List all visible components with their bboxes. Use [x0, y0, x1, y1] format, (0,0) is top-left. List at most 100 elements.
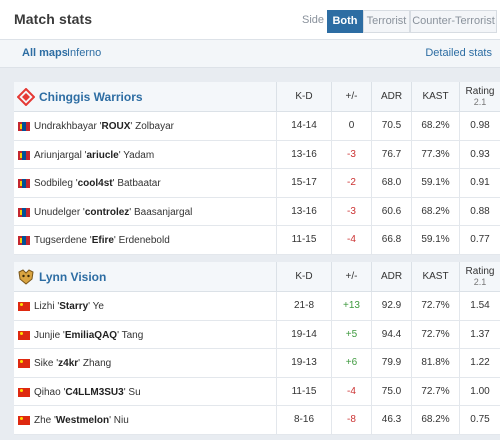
team-name[interactable]: Chinggis Warriors	[39, 90, 143, 104]
stat-rating: 0.88	[459, 197, 500, 226]
player-name[interactable]: Zhe 'Westmelon' Niu	[34, 415, 129, 427]
team-header: Chinggis Warriors K-D +/- ADR KAST Rating 2.1	[14, 82, 500, 112]
player-row[interactable]: Tugserdene 'Efire' Erdenebold 11-15 -4 66.8…	[14, 226, 500, 255]
team-name[interactable]: Lynn Vision	[39, 270, 107, 284]
china-flag-icon	[18, 302, 30, 311]
stat-kd: 11-15	[276, 226, 331, 254]
stat-kast: 72.7%	[411, 320, 459, 349]
column-header-pm: +/-	[331, 262, 371, 292]
stat-kast: 72.7%	[411, 292, 459, 320]
player-row[interactable]: Junjie 'EmiliaQAQ' Tang 19-14 +5 94.4 72.7% 1…	[14, 320, 500, 350]
stat-adr: 68.0	[371, 169, 411, 197]
player-row[interactable]: Undrakhbayar 'ROUX' Zolbayar 14-14 0 70.5 68…	[14, 112, 500, 141]
stat-kast: 68.2%	[411, 406, 459, 434]
player-name[interactable]: Qihao 'C4LLM3SU3' Su	[34, 386, 141, 398]
mongolia-flag-icon	[18, 150, 30, 160]
player-row[interactable]: Sodbileg 'cool4st' Batbaatar 15-17 -2 68.0 5…	[14, 169, 500, 198]
match-stats-header: Match stats Side Both Terrorist Counter-…	[0, 0, 500, 40]
side-label: Side	[302, 14, 325, 26]
column-header-kast: KAST	[411, 82, 459, 112]
stat-rating: 0.75	[459, 406, 500, 434]
mongolia-flag-icon	[18, 207, 30, 217]
side-both-button[interactable]: Both	[327, 10, 363, 33]
mongolia-flag-icon	[18, 122, 30, 131]
side-terrorist-button[interactable]: Terrorist	[363, 10, 410, 33]
player-row[interactable]: Zhe 'Westmelon' Niu 8-16 -8 46.3 68.2% 0.75	[14, 406, 500, 435]
stat-adr: 94.4	[371, 320, 411, 349]
player-row[interactable]: Qihao 'C4LLM3SU3' Su 11-15 -4 75.0 72.7% 1.00	[14, 377, 500, 407]
stat-kast: 68.2%	[411, 112, 459, 140]
stat-kd: 14-14	[276, 112, 331, 140]
stat-kd: 19-14	[276, 320, 331, 349]
player-name[interactable]: Sodbileg 'cool4st' Batbaatar	[34, 178, 161, 190]
detailed-stats-link[interactable]: Detailed stats	[425, 47, 492, 59]
stat-rating: 0.77	[459, 226, 500, 254]
lynn-vision-logo-icon	[17, 268, 35, 286]
stat-adr: 46.3	[371, 406, 411, 434]
player-name[interactable]: Undrakhbayar 'ROUX' Zolbayar	[34, 121, 174, 132]
stat-rating: 0.98	[459, 112, 500, 140]
chinggis-warriors-logo-icon	[16, 87, 36, 107]
stat-kd: 13-16	[276, 140, 331, 169]
stat-rating: 1.00	[459, 377, 500, 406]
stat-kast: 72.7%	[411, 377, 459, 406]
team-table: Lynn Vision K-D +/- ADR KAST Rating 2.1 Lizhi '…	[14, 262, 500, 435]
stat-pm: -4	[331, 226, 371, 254]
stat-kast: 68.2%	[411, 197, 459, 226]
stat-pm: -3	[331, 197, 371, 226]
china-flag-icon	[18, 359, 30, 369]
stat-rating: 1.37	[459, 320, 500, 349]
stat-rating: 1.22	[459, 349, 500, 377]
player-name[interactable]: Junjie 'EmiliaQAQ' Tang	[34, 329, 144, 341]
side-counter-terrorist-button[interactable]: Counter-Terrorist	[410, 10, 497, 33]
mongolia-flag-icon	[18, 236, 30, 246]
player-row[interactable]: Lizhi 'Starry' Ye 21-8 +13 92.9 72.7% 1.54	[14, 292, 500, 321]
stat-kast: 59.1%	[411, 226, 459, 254]
stat-adr: 79.9	[371, 349, 411, 377]
china-flag-icon	[18, 330, 30, 340]
stat-kd: 8-16	[276, 406, 331, 434]
stat-pm: -2	[331, 169, 371, 197]
player-name[interactable]: Lizhi 'Starry' Ye	[34, 301, 104, 312]
stat-rating: 1.54	[459, 292, 500, 320]
stat-pm: -8	[331, 406, 371, 434]
stat-rating: 0.93	[459, 140, 500, 169]
stat-kast: 81.8%	[411, 349, 459, 377]
player-name[interactable]: Tugserdene 'Efire' Erdenebold	[34, 235, 170, 247]
column-header-rating: Rating 2.1	[459, 262, 500, 292]
player-row[interactable]: Unudelger 'controlez' Baasanjargal 13-16-…	[14, 197, 500, 227]
map-selector-bar	[0, 40, 500, 68]
player-row[interactable]: Ariunjargal 'ariucle' Yadam 13-16 -3 76.7 77…	[14, 140, 500, 170]
all-maps-tab[interactable]: All maps	[22, 47, 68, 59]
china-flag-icon	[18, 387, 30, 397]
player-row[interactable]: Sike 'z4kr' Zhang 19-13 +6 79.9 81.8% 1.22	[14, 349, 500, 378]
team-table: Chinggis Warriors K-D +/- ADR KAST Rating 2.1 U…	[14, 82, 500, 255]
player-name[interactable]: Ariunjargal 'ariucle' Yadam	[34, 149, 155, 161]
stat-pm: 0	[331, 112, 371, 140]
stat-kd: 13-16	[276, 197, 331, 226]
stat-adr: 60.6	[371, 197, 411, 226]
stat-adr: 92.9	[371, 292, 411, 320]
stat-adr: 70.5	[371, 112, 411, 140]
player-name[interactable]: Unudelger 'controlez' Baasanjargal	[34, 206, 193, 218]
stat-adr: 66.8	[371, 226, 411, 254]
stat-kast: 59.1%	[411, 169, 459, 197]
column-header-rating: Rating 2.1	[459, 82, 500, 112]
map-tab-inferno[interactable]: Inferno	[67, 47, 102, 59]
stat-pm: +5	[331, 320, 371, 349]
stat-kd: 15-17	[276, 169, 331, 197]
stat-pm: +13	[331, 292, 371, 320]
column-header-pm: +/-	[331, 82, 371, 112]
stat-kast: 77.3%	[411, 140, 459, 169]
column-header-kd: K-D	[276, 262, 331, 292]
player-name[interactable]: Sike 'z4kr' Zhang	[34, 358, 112, 370]
page-title: Match stats	[14, 11, 93, 27]
column-header-kast: KAST	[411, 262, 459, 292]
team-header: Lynn Vision K-D +/- ADR KAST Rating 2.1	[14, 262, 500, 292]
column-header-adr: ADR	[371, 262, 411, 292]
stat-pm: -3	[331, 140, 371, 169]
stat-adr: 76.7	[371, 140, 411, 169]
mongolia-flag-icon	[18, 179, 30, 189]
stat-adr: 75.0	[371, 377, 411, 406]
